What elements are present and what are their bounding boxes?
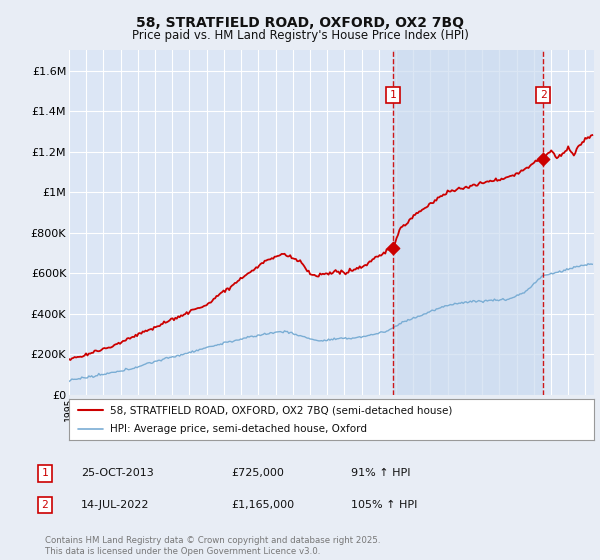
Bar [393,50,543,395]
Point [388,244,398,253]
Text: 1: 1 [389,90,397,100]
Text: £725,000: £725,000 [231,468,284,478]
Text: Price paid vs. HM Land Registry's House Price Index (HPI): Price paid vs. HM Land Registry's House … [131,29,469,42]
Text: HPI: Average price, semi-detached house, Oxford: HPI: Average price, semi-detached house,… [110,424,367,433]
Text: 58, STRATFIELD ROAD, OXFORD, OX2 7BQ: 58, STRATFIELD ROAD, OXFORD, OX2 7BQ [136,16,464,30]
Text: 2: 2 [41,500,49,510]
Text: Contains HM Land Registry data © Crown copyright and database right 2025.
This d: Contains HM Land Registry data © Crown c… [45,536,380,556]
Text: 91% ↑ HPI: 91% ↑ HPI [351,468,410,478]
Text: 1: 1 [41,468,49,478]
Text: 14-JUL-2022: 14-JUL-2022 [81,500,149,510]
Text: £1,165,000: £1,165,000 [231,500,294,510]
Text: 105% ↑ HPI: 105% ↑ HPI [351,500,418,510]
Text: 2: 2 [539,90,547,100]
Text: 58, STRATFIELD ROAD, OXFORD, OX2 7BQ (semi-detached house): 58, STRATFIELD ROAD, OXFORD, OX2 7BQ (se… [110,405,452,415]
Point [538,155,548,164]
Text: 25-OCT-2013: 25-OCT-2013 [81,468,154,478]
